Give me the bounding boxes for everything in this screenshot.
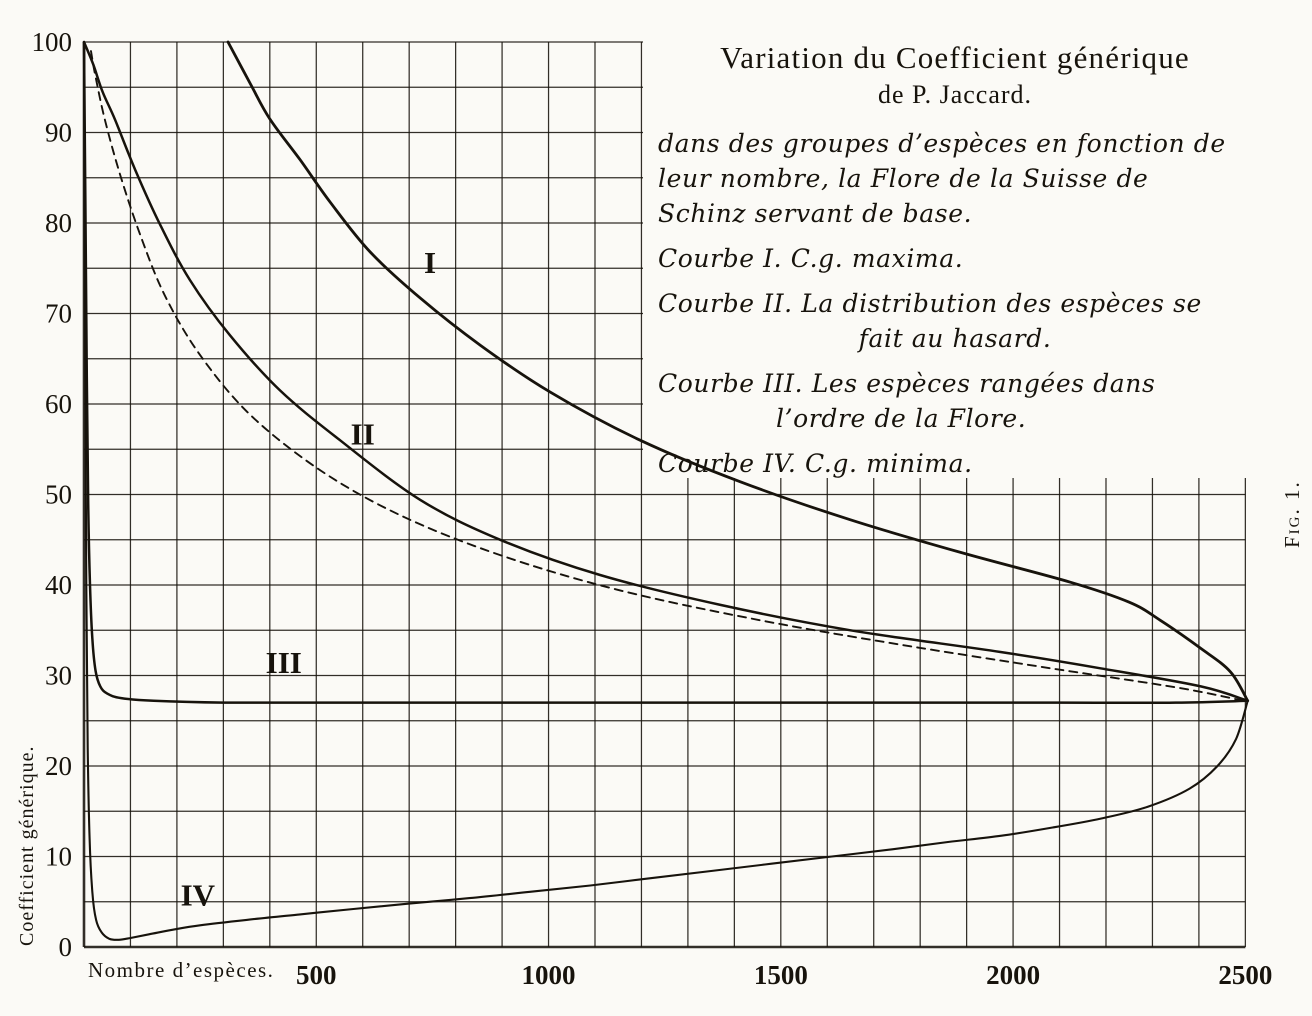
y-tick-label: 80 <box>45 208 72 238</box>
curve-label-III: III <box>266 645 302 680</box>
y-tick-label: 60 <box>45 389 72 419</box>
y-tick-label: 70 <box>45 299 72 329</box>
curve-III <box>82 40 1249 705</box>
legend-line: dans des groupes d’espèces en fonction d… <box>658 129 1226 158</box>
x-tick-label: 1500 <box>754 960 808 990</box>
x-tick-label: 2000 <box>986 960 1040 990</box>
figure-caption: Fig. 1. <box>1280 480 1304 548</box>
legend-line: Schinz servant de base. <box>658 199 973 228</box>
x-tick-label: 1000 <box>522 960 576 990</box>
y-tick-label: 30 <box>45 661 72 691</box>
curve-IV <box>82 40 1249 941</box>
curve-label-I: I <box>424 245 436 280</box>
x-axis-label: Nombre d’espèces. <box>88 958 275 982</box>
y-tick-label: 10 <box>45 842 72 872</box>
y-tick-label: 90 <box>45 118 72 148</box>
curve-label-IV: IV <box>181 877 216 912</box>
curve-label-II: II <box>351 417 375 452</box>
legend-line: Courbe IV. C.g. minima. <box>658 449 973 478</box>
curve-II <box>82 40 1249 703</box>
y-tick-label: 100 <box>32 27 73 57</box>
chart-title: Variation du Coefficient générique <box>720 40 1190 75</box>
x-tick-label: 2500 <box>1218 960 1272 990</box>
chart-subtitle: de P. Jaccard. <box>877 80 1033 109</box>
legend-line: l’ordre de la Flore. <box>776 404 1027 433</box>
legend-lines: dans des groupes d’espèces en fonction d… <box>658 126 1252 481</box>
y-axis-label: Coefficient générique. <box>16 745 38 946</box>
legend-line: leur nombre, la Flore de la Suisse de <box>658 164 1149 193</box>
y-tick-label: 50 <box>45 480 72 510</box>
legend-mask <box>643 31 1251 478</box>
y-tick-label: 20 <box>45 751 72 781</box>
legend-line: fait au hasard. <box>858 324 1052 353</box>
legend-block: Variation du Coefficient générique de P.… <box>658 40 1252 481</box>
x-tick-label: 500 <box>296 960 337 990</box>
legend-line: Courbe I. C.g. maxima. <box>658 244 964 273</box>
curve-I <box>226 40 1250 703</box>
y-tick-label: 40 <box>45 570 72 600</box>
y-tick-label: 0 <box>59 932 73 962</box>
legend-line: Courbe III. Les espèces rangées dans <box>658 369 1156 398</box>
legend-line: Courbe II. La distribution des espèces s… <box>658 289 1202 318</box>
